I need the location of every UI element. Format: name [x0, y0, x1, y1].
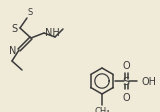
Text: NH: NH	[45, 28, 60, 38]
Text: S: S	[122, 76, 130, 86]
Text: O: O	[122, 92, 130, 102]
Text: O: O	[122, 60, 130, 70]
Text: S: S	[28, 8, 33, 17]
Text: N: N	[9, 46, 16, 56]
Text: S: S	[12, 24, 18, 34]
Text: CH₃: CH₃	[94, 106, 110, 112]
Text: OH: OH	[141, 76, 156, 86]
